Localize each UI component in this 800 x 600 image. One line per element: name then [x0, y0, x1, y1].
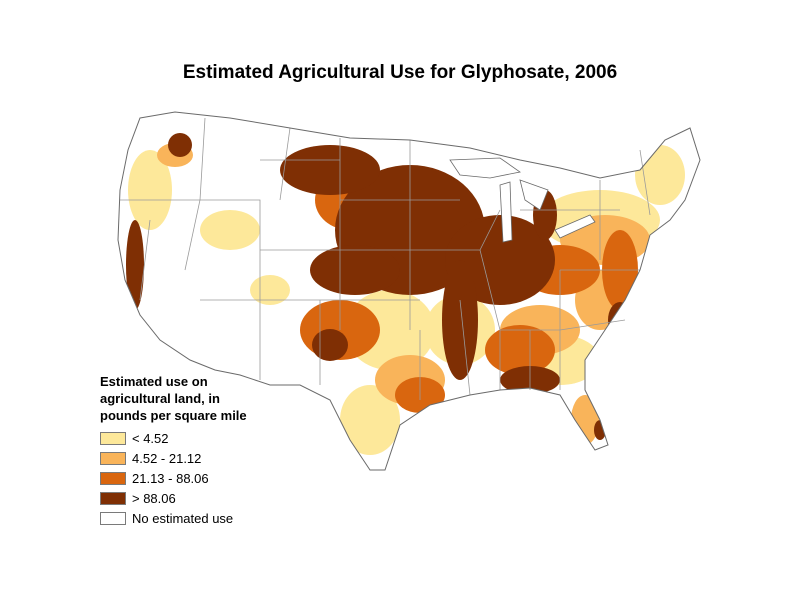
legend-swatch [100, 491, 126, 505]
legend-item: > 88.06 [100, 488, 300, 508]
legend-heading: Estimated use on agricultural land, in p… [100, 374, 247, 423]
legend-label: 4.52 - 21.12 [132, 450, 202, 466]
map-title: Estimated Agricultural Use for Glyphosat… [182, 62, 618, 83]
usage-areas [126, 133, 685, 455]
legend-label: > 88.06 [132, 490, 176, 506]
legend-swatch [100, 471, 126, 485]
legend-item: < 4.52 [100, 428, 300, 448]
great-lakes [449, 157, 596, 243]
legend-label: < 4.52 [132, 430, 169, 446]
legend-item: 4.52 - 21.12 [100, 448, 300, 468]
legend-label: 21.13 - 88.06 [132, 470, 209, 486]
legend-item: 21.13 - 88.06 [100, 468, 300, 488]
legend-swatch [100, 451, 126, 465]
legend-label: No estimated use [132, 510, 234, 526]
legend: Estimated use on agricultural land, in p… [100, 373, 300, 528]
us-border [117, 111, 701, 471]
legend-item: No estimated use [100, 508, 300, 528]
state-boundaries [120, 117, 651, 400]
legend-swatch [100, 511, 126, 525]
class-4-areas [126, 133, 632, 440]
legend-swatch [100, 431, 126, 445]
